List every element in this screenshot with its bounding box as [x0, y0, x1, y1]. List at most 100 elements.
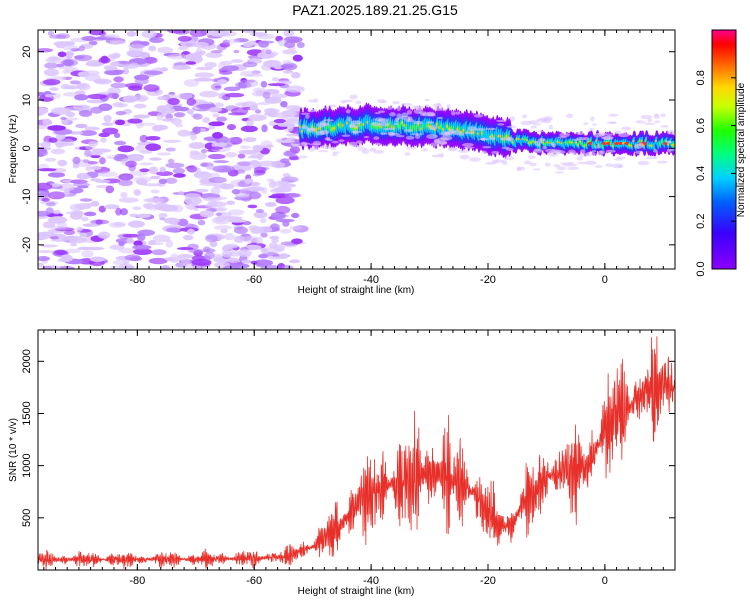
- halo-blob: [392, 100, 400, 105]
- noise-blob: [172, 167, 186, 174]
- noise-blob: [118, 175, 127, 181]
- noise-blob: [199, 162, 214, 168]
- halo-blob: [447, 147, 456, 151]
- noise-blob: [115, 207, 122, 216]
- halo-blob: [413, 120, 423, 125]
- noise-blob: [171, 65, 192, 70]
- noise-blob: [85, 203, 93, 208]
- noise-blob: [250, 260, 258, 265]
- noise-blob: [182, 234, 194, 241]
- noise-blob: [260, 80, 268, 88]
- halo-blob: [369, 147, 377, 152]
- noise-blob: [69, 203, 85, 212]
- noise-blob: [271, 93, 288, 99]
- halo-blob: [524, 160, 532, 165]
- noise-blob: [280, 158, 290, 164]
- noise-blob: [132, 206, 142, 211]
- noise-blob: [90, 165, 102, 170]
- noise-blob: [291, 238, 303, 245]
- halo-blob: [349, 94, 358, 100]
- noise-blob: [281, 264, 294, 269]
- halo-blob: [656, 160, 668, 164]
- noise-blob: [98, 205, 106, 213]
- noise-blob: [156, 112, 164, 121]
- halo-blob: [395, 135, 405, 138]
- noise-blob: [90, 200, 100, 207]
- halo-blob: [485, 127, 497, 131]
- noise-blob: [233, 235, 245, 243]
- halo-blob: [394, 122, 399, 125]
- noise-blob: [259, 217, 267, 224]
- halo-blob: [653, 149, 658, 153]
- noise-blob: [263, 112, 274, 116]
- halo-blob: [300, 112, 311, 115]
- noise-blob: [196, 103, 216, 109]
- noise-blob: [205, 52, 223, 59]
- noise-blob: [113, 132, 121, 139]
- noise-blob: [149, 175, 161, 180]
- noise-blob: [57, 141, 67, 148]
- noise-blob: [189, 132, 198, 141]
- noise-blob: [56, 265, 75, 269]
- noise-blob: [192, 41, 209, 48]
- halo-blob: [666, 148, 672, 153]
- halo-blob: [319, 130, 325, 136]
- spectrogram-ytick-label: -10: [21, 189, 33, 205]
- noise-blob: [189, 152, 208, 160]
- noise-blob: [176, 247, 194, 251]
- spectrogram-ylabel: Frequency (Hz): [8, 115, 19, 184]
- halo-blob: [319, 144, 332, 150]
- noise-blob: [133, 248, 153, 256]
- noise-blob: [194, 72, 215, 78]
- noise-blob: [208, 146, 223, 150]
- noise-blob: [226, 200, 236, 206]
- noise-blob: [70, 242, 78, 247]
- halo-blob: [311, 145, 320, 151]
- noise-blob: [193, 77, 214, 82]
- spectrogram-xtick-label: -60: [246, 274, 262, 286]
- noise-blob: [159, 217, 166, 221]
- halo-blob: [372, 150, 385, 154]
- noise-blob: [260, 248, 268, 253]
- noise-blob: [241, 259, 252, 264]
- noise-blob: [291, 212, 300, 219]
- noise-blob: [124, 254, 141, 261]
- noise-blob: [142, 203, 155, 209]
- noise-blob: [186, 98, 197, 106]
- noise-blob: [104, 66, 118, 71]
- halo-blob: [550, 142, 555, 146]
- halo-blob: [597, 150, 604, 156]
- halo-blob: [436, 102, 441, 106]
- halo-blob: [643, 122, 656, 126]
- noise-blob: [119, 208, 128, 216]
- halo-blob: [361, 149, 370, 154]
- halo-blob: [559, 162, 569, 165]
- noise-blob: [64, 41, 76, 46]
- spectrogram-xlabel: Height of straight line (km): [298, 285, 415, 296]
- halo-blob: [374, 112, 381, 115]
- noise-blob: [261, 124, 268, 133]
- noise-blob: [139, 168, 150, 173]
- noise-blob: [151, 249, 167, 256]
- noise-blob: [288, 37, 300, 44]
- snr-frame: [37, 329, 676, 571]
- noise-blob: [205, 234, 218, 243]
- noise-blob: [195, 188, 209, 193]
- halo-blob: [480, 137, 487, 141]
- halo-blob: [437, 137, 450, 141]
- spectrogram-ytick-label: 20: [21, 46, 33, 58]
- halo-blob: [411, 133, 423, 136]
- halo-blob: [666, 129, 675, 135]
- noise-blob: [133, 176, 152, 183]
- noise-blob: [85, 61, 104, 67]
- noise-blob: [167, 30, 187, 34]
- halo-blob: [482, 145, 492, 149]
- halo-blob: [379, 132, 387, 135]
- spectrogram-panel: -80 -60 -40 -20 0 -20 -10 0 10 20 Height of strai…: [8, 29, 676, 296]
- halo-blob: [595, 145, 601, 149]
- noise-blob: [99, 31, 107, 37]
- noise-blob: [63, 188, 70, 196]
- noise-blob: [257, 101, 271, 106]
- halo-blob: [473, 114, 484, 118]
